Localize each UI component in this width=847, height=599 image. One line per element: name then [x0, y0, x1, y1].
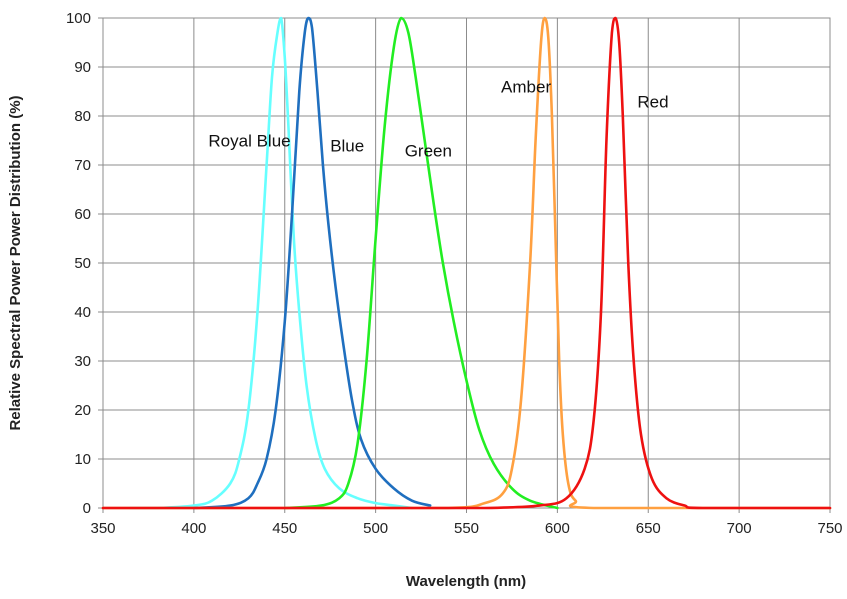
- red-label: Red: [637, 92, 668, 111]
- y-tick-label: 10: [74, 451, 91, 468]
- y-axis-title: Relative Spectral Power Power Distributi…: [7, 95, 24, 430]
- x-tick-label: 700: [727, 520, 752, 537]
- series-labels: Royal Blue Blue Green Amber Red: [208, 78, 668, 161]
- x-tick-label: 450: [272, 520, 297, 537]
- x-axis-title: Wavelength (nm): [406, 573, 526, 590]
- y-tick-label: 70: [74, 157, 91, 174]
- x-tick-label: 350: [90, 520, 115, 537]
- green-series-line: [283, 16, 559, 510]
- amber-series-line: [101, 16, 832, 510]
- y-tick-label: 90: [74, 59, 91, 76]
- royal-blue-label: Royal Blue: [208, 132, 290, 151]
- grid: [98, 17, 831, 513]
- y-tick-label: 100: [66, 10, 91, 27]
- y-tick-label: 20: [74, 402, 91, 419]
- y-tick-label: 80: [74, 108, 91, 125]
- blue-series-line: [192, 16, 432, 510]
- royal-blue-series-line: [128, 16, 414, 510]
- series-layer: [101, 16, 832, 510]
- x-tick-label: 600: [545, 520, 570, 537]
- x-tick-label: 400: [181, 520, 206, 537]
- y-tick-label: 40: [74, 304, 91, 321]
- y-tick-label: 0: [83, 500, 91, 517]
- y-tick-label: 60: [74, 206, 91, 223]
- x-tick-label: 650: [636, 520, 661, 537]
- tick-labels: 350 400 450 500 550 600 650 700 750 0 10 20 30 40 50 60…: [66, 10, 843, 537]
- amber-label: Amber: [501, 78, 551, 97]
- x-tick-label: 550: [454, 520, 479, 537]
- x-tick-label: 750: [817, 520, 842, 537]
- red-series-line: [101, 16, 832, 510]
- y-tick-label: 50: [74, 255, 91, 272]
- x-tick-label: 500: [363, 520, 388, 537]
- green-label: Green: [405, 141, 452, 160]
- y-tick-label: 30: [74, 353, 91, 370]
- blue-label: Blue: [330, 136, 364, 155]
